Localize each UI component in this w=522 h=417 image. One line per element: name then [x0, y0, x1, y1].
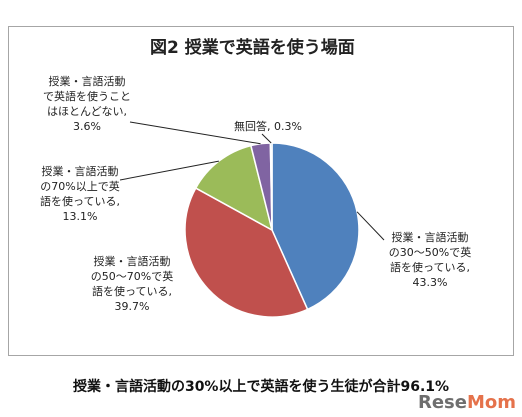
caption: 授業・言語活動の30%以上で英語を使う生徒が合計96.1% [72, 379, 450, 395]
label-rarely: 授業・言語活動 で英語を使うこと はほとんどない, 3.6% [43, 75, 131, 133]
slice-50-70 [184, 187, 309, 318]
slice-30-50 [271, 142, 360, 311]
leader-line [261, 133, 272, 144]
leader-line [119, 160, 219, 181]
leader-line [129, 121, 261, 145]
chart-title: 図2 授業で英語を使う場面 [150, 38, 355, 58]
label-50-70: 授業・言語活動 の50～70%で英 語を使っている, 39.7% [90, 255, 174, 313]
label-70-plus: 授業・言語活動 の70%以上で英 語を使っている, 13.1% [40, 165, 120, 223]
label-no-answer: 無回答, 0.3% [234, 120, 302, 133]
slice-70-plus [194, 144, 274, 232]
watermark-logo: ReseMom [417, 392, 516, 413]
leader-line [356, 211, 385, 241]
label-30-50: 授業・言語活動 の30～50%で英 語を使っている, 43.3% [388, 231, 472, 289]
